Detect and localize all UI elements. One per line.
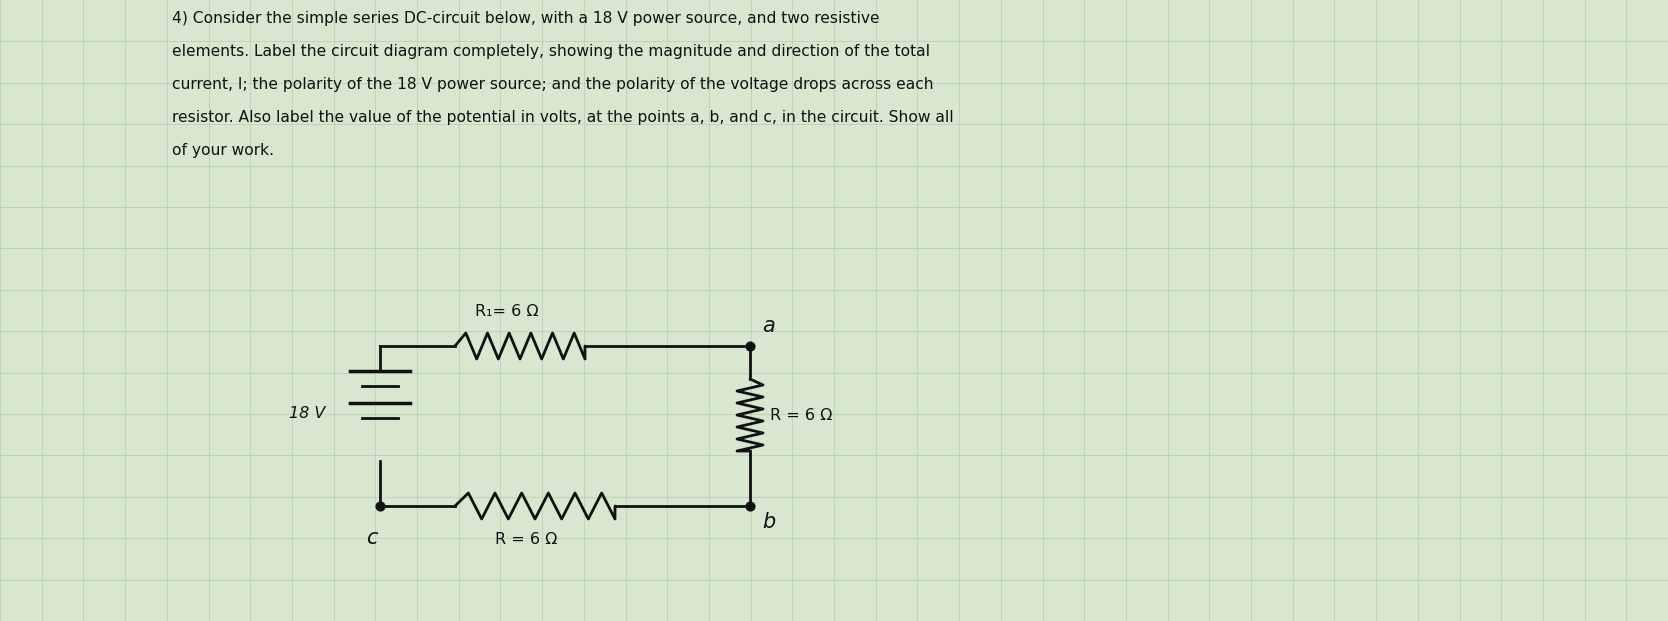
Point (367, 501, 394, 511)
Point (737, 501, 764, 511)
Text: c: c (367, 528, 377, 548)
Text: R₁= 6 Ω: R₁= 6 Ω (475, 304, 539, 319)
Text: R = 6 Ω: R = 6 Ω (495, 532, 557, 547)
Text: elements. Label the circuit diagram completely, showing the magnitude and direct: elements. Label the circuit diagram comp… (172, 44, 931, 59)
Text: R = 6 Ω: R = 6 Ω (771, 407, 832, 422)
Text: resistor. Also label the value of the potential in volts, at the points a, b, an: resistor. Also label the value of the po… (172, 110, 954, 125)
Text: b: b (762, 512, 776, 532)
Point (737, 341, 764, 351)
Text: 18 V: 18 V (289, 407, 325, 422)
Text: current, I; the polarity of the 18 V power source; and the polarity of the volta: current, I; the polarity of the 18 V pow… (172, 77, 934, 92)
Text: 4) Consider the simple series DC-circuit below, with a 18 V power source, and tw: 4) Consider the simple series DC-circuit… (172, 11, 879, 26)
Text: a: a (762, 316, 774, 336)
Text: of your work.: of your work. (172, 143, 274, 158)
